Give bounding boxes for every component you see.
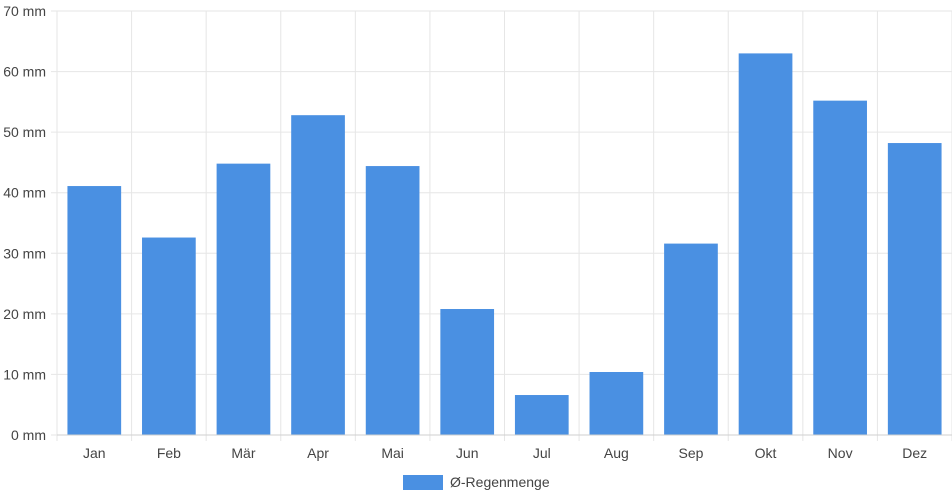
bar-nov[interactable] bbox=[813, 100, 867, 435]
x-tick-label: Okt bbox=[755, 445, 777, 461]
bar-jun[interactable] bbox=[440, 309, 495, 435]
legend-swatch-icon bbox=[403, 475, 443, 490]
x-tick-label: Jun bbox=[456, 445, 479, 461]
bar-feb[interactable] bbox=[142, 237, 196, 435]
y-tick-label: 0 mm bbox=[11, 427, 46, 443]
bar-jul[interactable] bbox=[514, 395, 569, 435]
y-tick-label: 70 mm bbox=[3, 3, 46, 19]
x-tick-label: Dez bbox=[902, 445, 927, 461]
bar-dez[interactable] bbox=[887, 143, 942, 435]
x-tick-label: Jan bbox=[83, 445, 106, 461]
y-tick-label: 40 mm bbox=[3, 185, 46, 201]
x-tick-label: Aug bbox=[604, 445, 629, 461]
legend[interactable]: Ø-Regenmenge bbox=[403, 474, 550, 490]
x-tick-label: Mär bbox=[231, 445, 255, 461]
y-tick-label: 10 mm bbox=[3, 366, 46, 382]
x-tick-label: Apr bbox=[307, 445, 329, 461]
bar-aug[interactable] bbox=[589, 372, 644, 435]
y-tick-label: 60 mm bbox=[3, 64, 46, 80]
bar-okt[interactable] bbox=[738, 53, 793, 436]
bar-mär[interactable] bbox=[216, 163, 271, 435]
x-tick-label: Jul bbox=[533, 445, 551, 461]
y-tick-label: 30 mm bbox=[3, 245, 46, 261]
bar-sep[interactable] bbox=[664, 243, 718, 435]
bar-apr[interactable] bbox=[291, 115, 345, 435]
legend-label: Ø-Regenmenge bbox=[450, 474, 550, 490]
grid bbox=[51, 10, 952, 441]
bar-mai[interactable] bbox=[365, 166, 420, 435]
bars bbox=[67, 53, 942, 436]
axes: 0 mm 10 mm 20 mm 30 mm 40 mm 50 mm 60 mm 70 mm J… bbox=[3, 3, 952, 461]
y-tick-label: 20 mm bbox=[3, 306, 46, 322]
bar-jan[interactable] bbox=[67, 186, 122, 435]
x-tick-label: Mai bbox=[381, 445, 404, 461]
x-tick-label: Sep bbox=[678, 445, 703, 461]
y-tick-label: 50 mm bbox=[3, 124, 46, 140]
x-tick-label: Feb bbox=[157, 445, 181, 461]
x-tick-label: Nov bbox=[828, 445, 853, 461]
